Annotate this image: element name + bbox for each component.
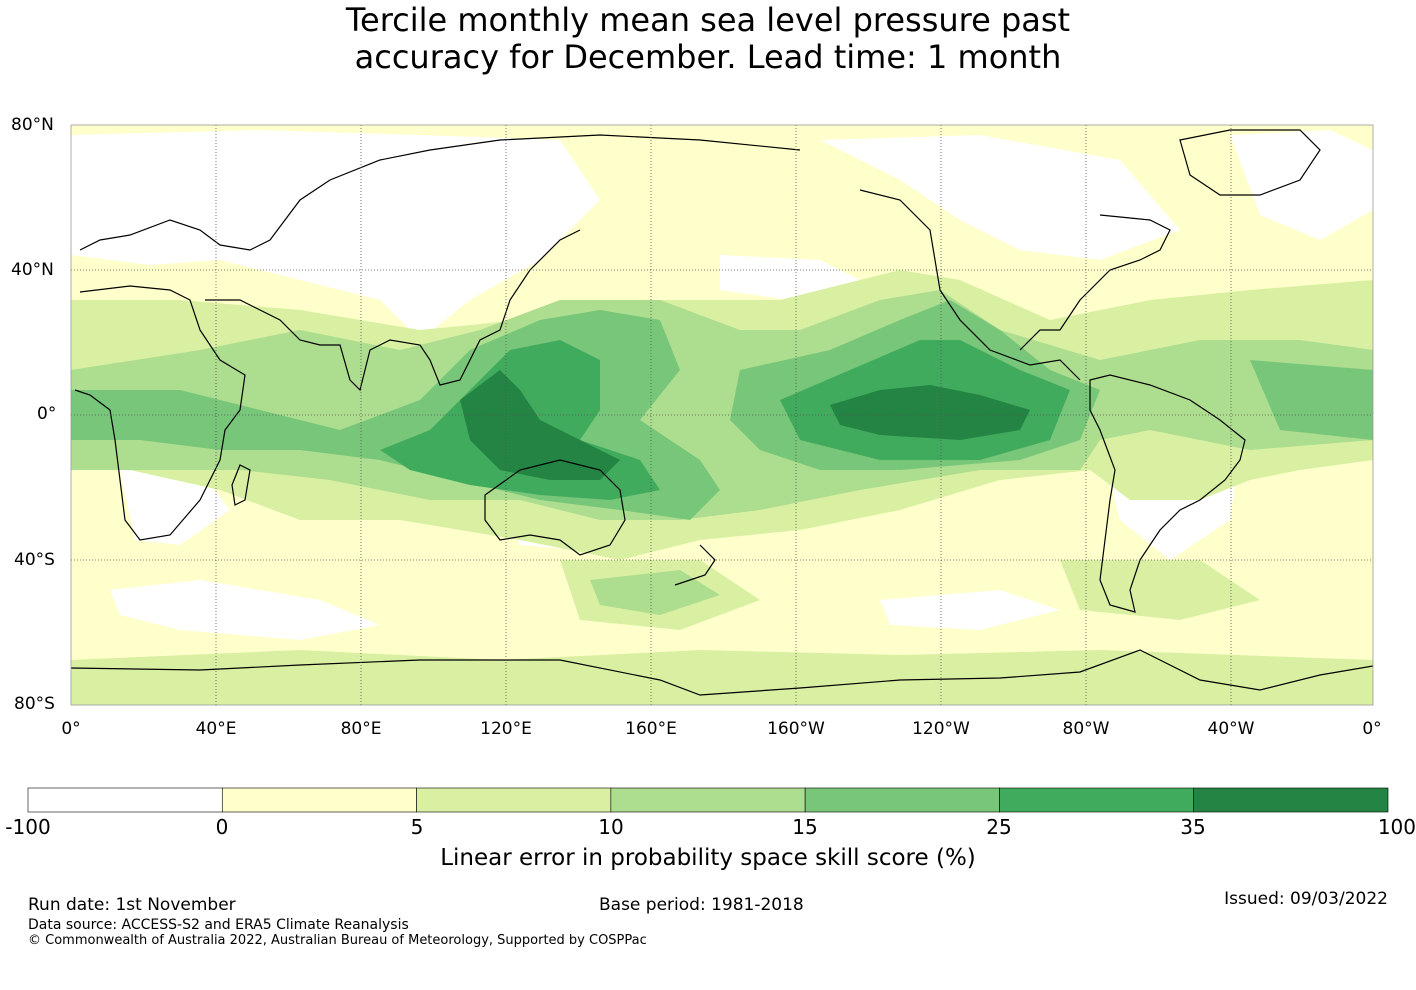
lon-label-80w: 80°W <box>1062 719 1110 739</box>
lat-label-40s: 40°S <box>14 550 55 570</box>
colorbar-segment-0 <box>27 787 223 813</box>
lon-label-160e: 160°E <box>625 719 677 739</box>
colorbar-segment-3 <box>610 787 806 813</box>
colorbar-segment-4 <box>804 787 1000 813</box>
lat-label-0: 0° <box>37 404 57 424</box>
lon-label-120e: 120°E <box>480 719 532 739</box>
colorbar-label-6: 35 <box>1180 815 1206 839</box>
lat-label-40n: 40°N <box>11 260 54 280</box>
copyright: © Commonwealth of Australia 2022, Austra… <box>28 933 647 948</box>
colorbar-label-5: 25 <box>986 815 1012 839</box>
coastlines <box>71 129 1373 696</box>
lon-label-40e: 40°E <box>195 719 237 739</box>
base-period: Base period: 1981-2018 <box>599 895 804 915</box>
colorbar-label-7: 100 <box>1377 815 1416 839</box>
colorbar-label-0: -100 <box>5 815 51 839</box>
lon-label-80e: 80°E <box>340 719 382 739</box>
gridlines <box>71 125 1373 705</box>
colorbar-title: Linear error in probability space skill … <box>440 845 976 871</box>
lon-label-40w: 40°W <box>1207 719 1255 739</box>
colorbar-segment-1 <box>221 787 417 813</box>
lon-label-0-west: 0° <box>61 719 81 739</box>
run-date: Run date: 1st November <box>28 895 236 915</box>
data-source: Data source: ACCESS-S2 and ERA5 Climate … <box>28 917 409 933</box>
colorbar-segment-6 <box>1193 787 1389 813</box>
colorbar-label-2: 5 <box>410 815 424 839</box>
lon-label-120w: 120°W <box>912 719 970 739</box>
title-line-1: Tercile monthly mean sea level pressure … <box>345 1 1071 39</box>
map-frame <box>70 124 1374 706</box>
colorbar-segment-5 <box>999 787 1195 813</box>
skill-35-100-regions <box>460 370 1030 480</box>
lat-label-80s: 80°S <box>14 694 55 714</box>
lon-label-0-east: 0° <box>1362 719 1382 739</box>
colorbar-label-4: 15 <box>792 815 818 839</box>
colorbar-label-1: 0 <box>215 815 229 839</box>
lon-label-160w: 160°W <box>767 719 825 739</box>
colorbar-label-3: 10 <box>598 815 624 839</box>
chart-title: Tercile monthly mean sea level pressure … <box>0 2 1416 76</box>
lat-label-80n: 80°N <box>11 115 54 135</box>
colorbar-segment-2 <box>416 787 612 813</box>
issued-date: Issued: 09/03/2022 <box>1224 889 1388 909</box>
title-line-2: accuracy for December. Lead time: 1 mont… <box>354 38 1062 76</box>
colorbar <box>27 787 1389 813</box>
